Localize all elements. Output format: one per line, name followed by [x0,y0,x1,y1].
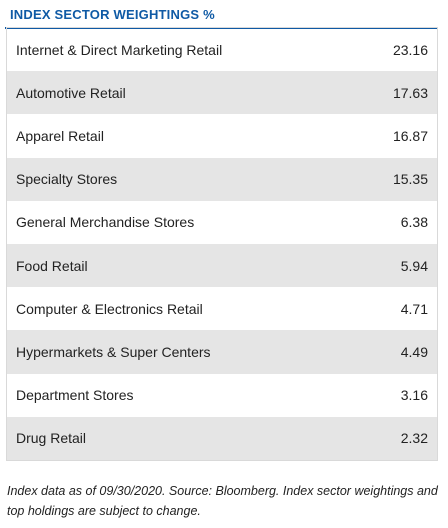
sector-weight: 15.35 [392,171,428,188]
table-row: Computer & Electronics Retail 4.71 [7,287,437,330]
sector-name: Food Retail [16,257,88,274]
sector-weight: 16.87 [392,127,428,144]
table-row: Hypermarkets & Super Centers 4.49 [7,330,437,374]
footnote: Index data as of 09/30/2020. Source: Blo… [7,484,438,518]
sector-name: Apparel Retail [16,127,104,144]
sector-weight: 3.16 [400,387,428,404]
sector-weight: 6.38 [400,214,428,231]
sector-weightings-table: Internet & Direct Marketing Retail 23.16… [6,27,438,461]
table-row: Specialty Stores 15.35 [7,157,437,201]
sector-weight: 5.94 [400,257,428,274]
table-row: Department Stores 3.16 [7,374,437,417]
sector-weight: 4.71 [400,300,428,317]
table-row: Apparel Retail 16.87 [7,114,437,157]
table-row: General Merchandise Stores 6.38 [7,201,437,244]
sector-name: Drug Retail [16,430,87,447]
sector-weight: 4.49 [400,343,428,360]
sector-name: Internet & Direct Marketing Retail [16,41,223,58]
section-title: INDEX SECTOR WEIGHTINGS % [10,7,215,22]
sector-name: Computer & Electronics Retail [16,300,203,317]
title-divider [5,27,438,29]
sector-name: Specialty Stores [16,171,118,188]
sector-weight: 23.16 [392,41,428,58]
table-row: Food Retail 5.94 [7,243,437,288]
sector-name: Automotive Retail [16,84,126,101]
sector-name: Hypermarkets & Super Centers [16,343,211,360]
table-row: Drug Retail 2.32 [7,416,437,460]
sector-weight: 2.32 [400,430,428,447]
sector-name: General Merchandise Stores [16,214,195,231]
table-row: Internet & Direct Marketing Retail 23.16 [7,28,437,71]
sector-name: Department Stores [16,387,134,404]
sector-weight: 17.63 [392,84,428,101]
table-row: Automotive Retail 17.63 [7,71,437,115]
